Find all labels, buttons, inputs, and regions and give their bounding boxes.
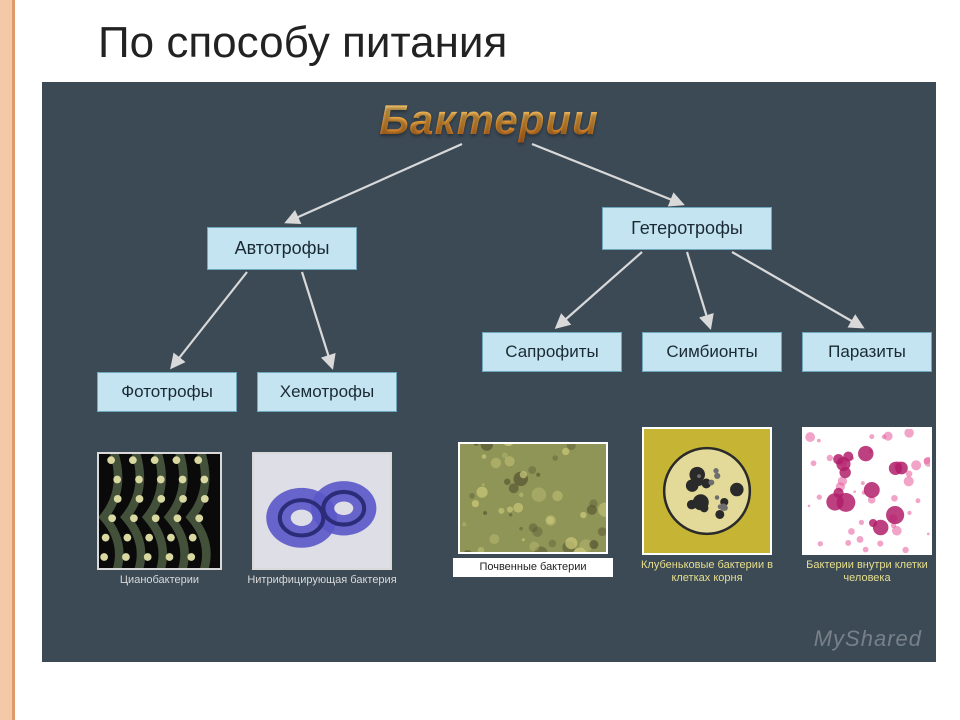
caption-human-cell: Бактерии внутри клетки человека [797,559,936,584]
slide: По способу питания Бактерии Автотрофы Ге… [0,0,960,720]
caption-nodule: Клубеньковые бактерии в клетках корня [637,559,777,584]
node-autotrophs: Автотрофы [207,227,357,270]
page-title: По способу питания [98,18,930,68]
node-heterotrophs: Гетеротрофы [602,207,772,250]
caption-nitrifying: Нитрифицирующая бактерия [247,574,397,587]
thumbnail-nitrifying [252,452,392,570]
node-saprophytes: Сапрофиты [482,332,622,372]
watermark: MyShared [814,626,922,652]
caption-cyanobacteria: Цианобактерии [92,574,227,587]
thumbnail-human-cell [802,427,932,555]
diagram: Бактерии Автотрофы Гетеротрофы Фототрофы… [42,82,936,662]
title-area: По способу питания [18,0,960,78]
node-parasites: Паразиты [802,332,932,372]
node-symbionts: Симбионты [642,332,782,372]
root-node: Бактерии [42,96,936,144]
thumbnail-cyanobacteria [97,452,222,570]
caption-soil: Почвенные бактерии [453,558,613,577]
thumbnail-soil [458,442,608,554]
node-chemotrophs: Хемотрофы [257,372,397,412]
node-phototrophs: Фототрофы [97,372,237,412]
thumbnail-nodule [642,427,772,555]
